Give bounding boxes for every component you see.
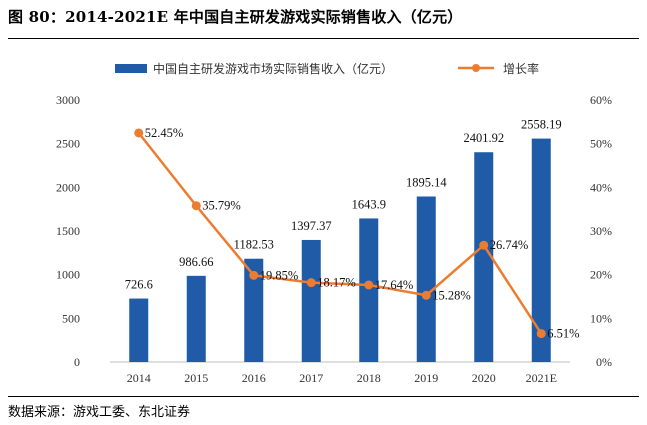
bar-value-label: 1182.53: [234, 238, 274, 252]
y-right-tick-label: 50%: [590, 137, 612, 151]
bar-value-label: 1643.9: [352, 197, 386, 211]
y-left-tick-label: 2000: [56, 180, 80, 194]
bar: [301, 239, 321, 362]
x-tick-label: 2015: [184, 371, 208, 385]
x-tick-label: 2019: [414, 371, 438, 385]
growth-value-label: 18.17%: [317, 276, 356, 290]
bar: [416, 196, 436, 362]
bar: [474, 152, 494, 362]
growth-point: [364, 280, 374, 290]
bar: [531, 138, 551, 362]
growth-point: [479, 240, 489, 250]
bar: [359, 218, 379, 362]
growth-value-label: 52.45%: [145, 126, 184, 140]
bar-value-label: 986.66: [179, 255, 213, 269]
x-tick-label: 2021E: [526, 371, 557, 385]
x-tick-label: 2020: [472, 371, 496, 385]
y-right-tick-label: 30%: [590, 224, 612, 238]
y-left-tick-label: 0: [74, 355, 80, 369]
growth-value-label: 17.64%: [375, 278, 414, 292]
y-left-tick-label: 1500: [56, 224, 80, 238]
bar-value-label: 1397.37: [291, 219, 332, 233]
bar-value-label: 2401.92: [463, 131, 504, 145]
y-left-tick-label: 1000: [56, 268, 80, 282]
y-right-tick-label: 60%: [590, 93, 612, 107]
growth-point: [191, 201, 201, 211]
growth-value-label: 19.85%: [260, 268, 299, 282]
growth-value-label: 15.28%: [432, 288, 471, 302]
y-right-tick-label: 0%: [596, 355, 612, 369]
bar-value-label: 726.6: [125, 278, 153, 292]
bar: [244, 258, 264, 362]
title-rule: [8, 38, 639, 39]
bar: [129, 298, 149, 362]
x-tick-label: 2016: [242, 371, 266, 385]
bar-value-label: 1895.14: [406, 175, 447, 189]
y-right-tick-label: 10%: [590, 311, 612, 325]
source-note: 数据来源：游戏工委、东北证券: [8, 405, 191, 420]
growth-point: [134, 128, 144, 138]
axes: 0 500 1000 1500 2000 2500 3000 0% 10% 20% 30% 40% 50…: [56, 93, 612, 385]
growth-value-label: 6.51%: [547, 327, 579, 341]
growth-point: [249, 270, 259, 280]
x-tick-label: 2014: [127, 371, 151, 385]
growth-value-label: 26.74%: [490, 238, 529, 252]
footer-rule: [8, 396, 639, 397]
bar-value-label: 2558.19: [521, 118, 562, 132]
y-left-tick-label: 3000: [56, 93, 80, 107]
bar: [186, 275, 206, 362]
line-series: [134, 128, 546, 339]
chart-title: 图 80：2014-2021E 年中国自主研发游戏实际销售收入（亿元）: [8, 8, 463, 26]
legend: 中国自主研发游戏市场实际销售收入（亿元） 增长率: [115, 61, 539, 76]
legend-label-bar: 中国自主研发游戏市场实际销售收入（亿元）: [153, 61, 393, 76]
bar-series: [129, 138, 551, 362]
growth-point: [421, 290, 431, 300]
y-left-tick-label: 2500: [56, 137, 80, 151]
y-left-tick-label: 500: [62, 311, 80, 325]
y-right-tick-label: 40%: [590, 180, 612, 194]
growth-line: [137, 132, 543, 335]
x-tick-label: 2018: [357, 371, 381, 385]
legend-swatch-bar: [115, 64, 147, 73]
legend-swatch-marker: [472, 64, 480, 72]
growth-point: [306, 278, 316, 288]
legend-label-line: 增长率: [503, 61, 539, 76]
x-tick-label: 2017: [299, 371, 323, 385]
growth-value-label: 35.79%: [202, 199, 241, 213]
data-labels: 726.6 986.66 1182.53 1397.37 1643.9 1895.14 24…: [125, 118, 580, 341]
growth-point: [536, 329, 546, 339]
y-right-tick-label: 20%: [590, 268, 612, 282]
